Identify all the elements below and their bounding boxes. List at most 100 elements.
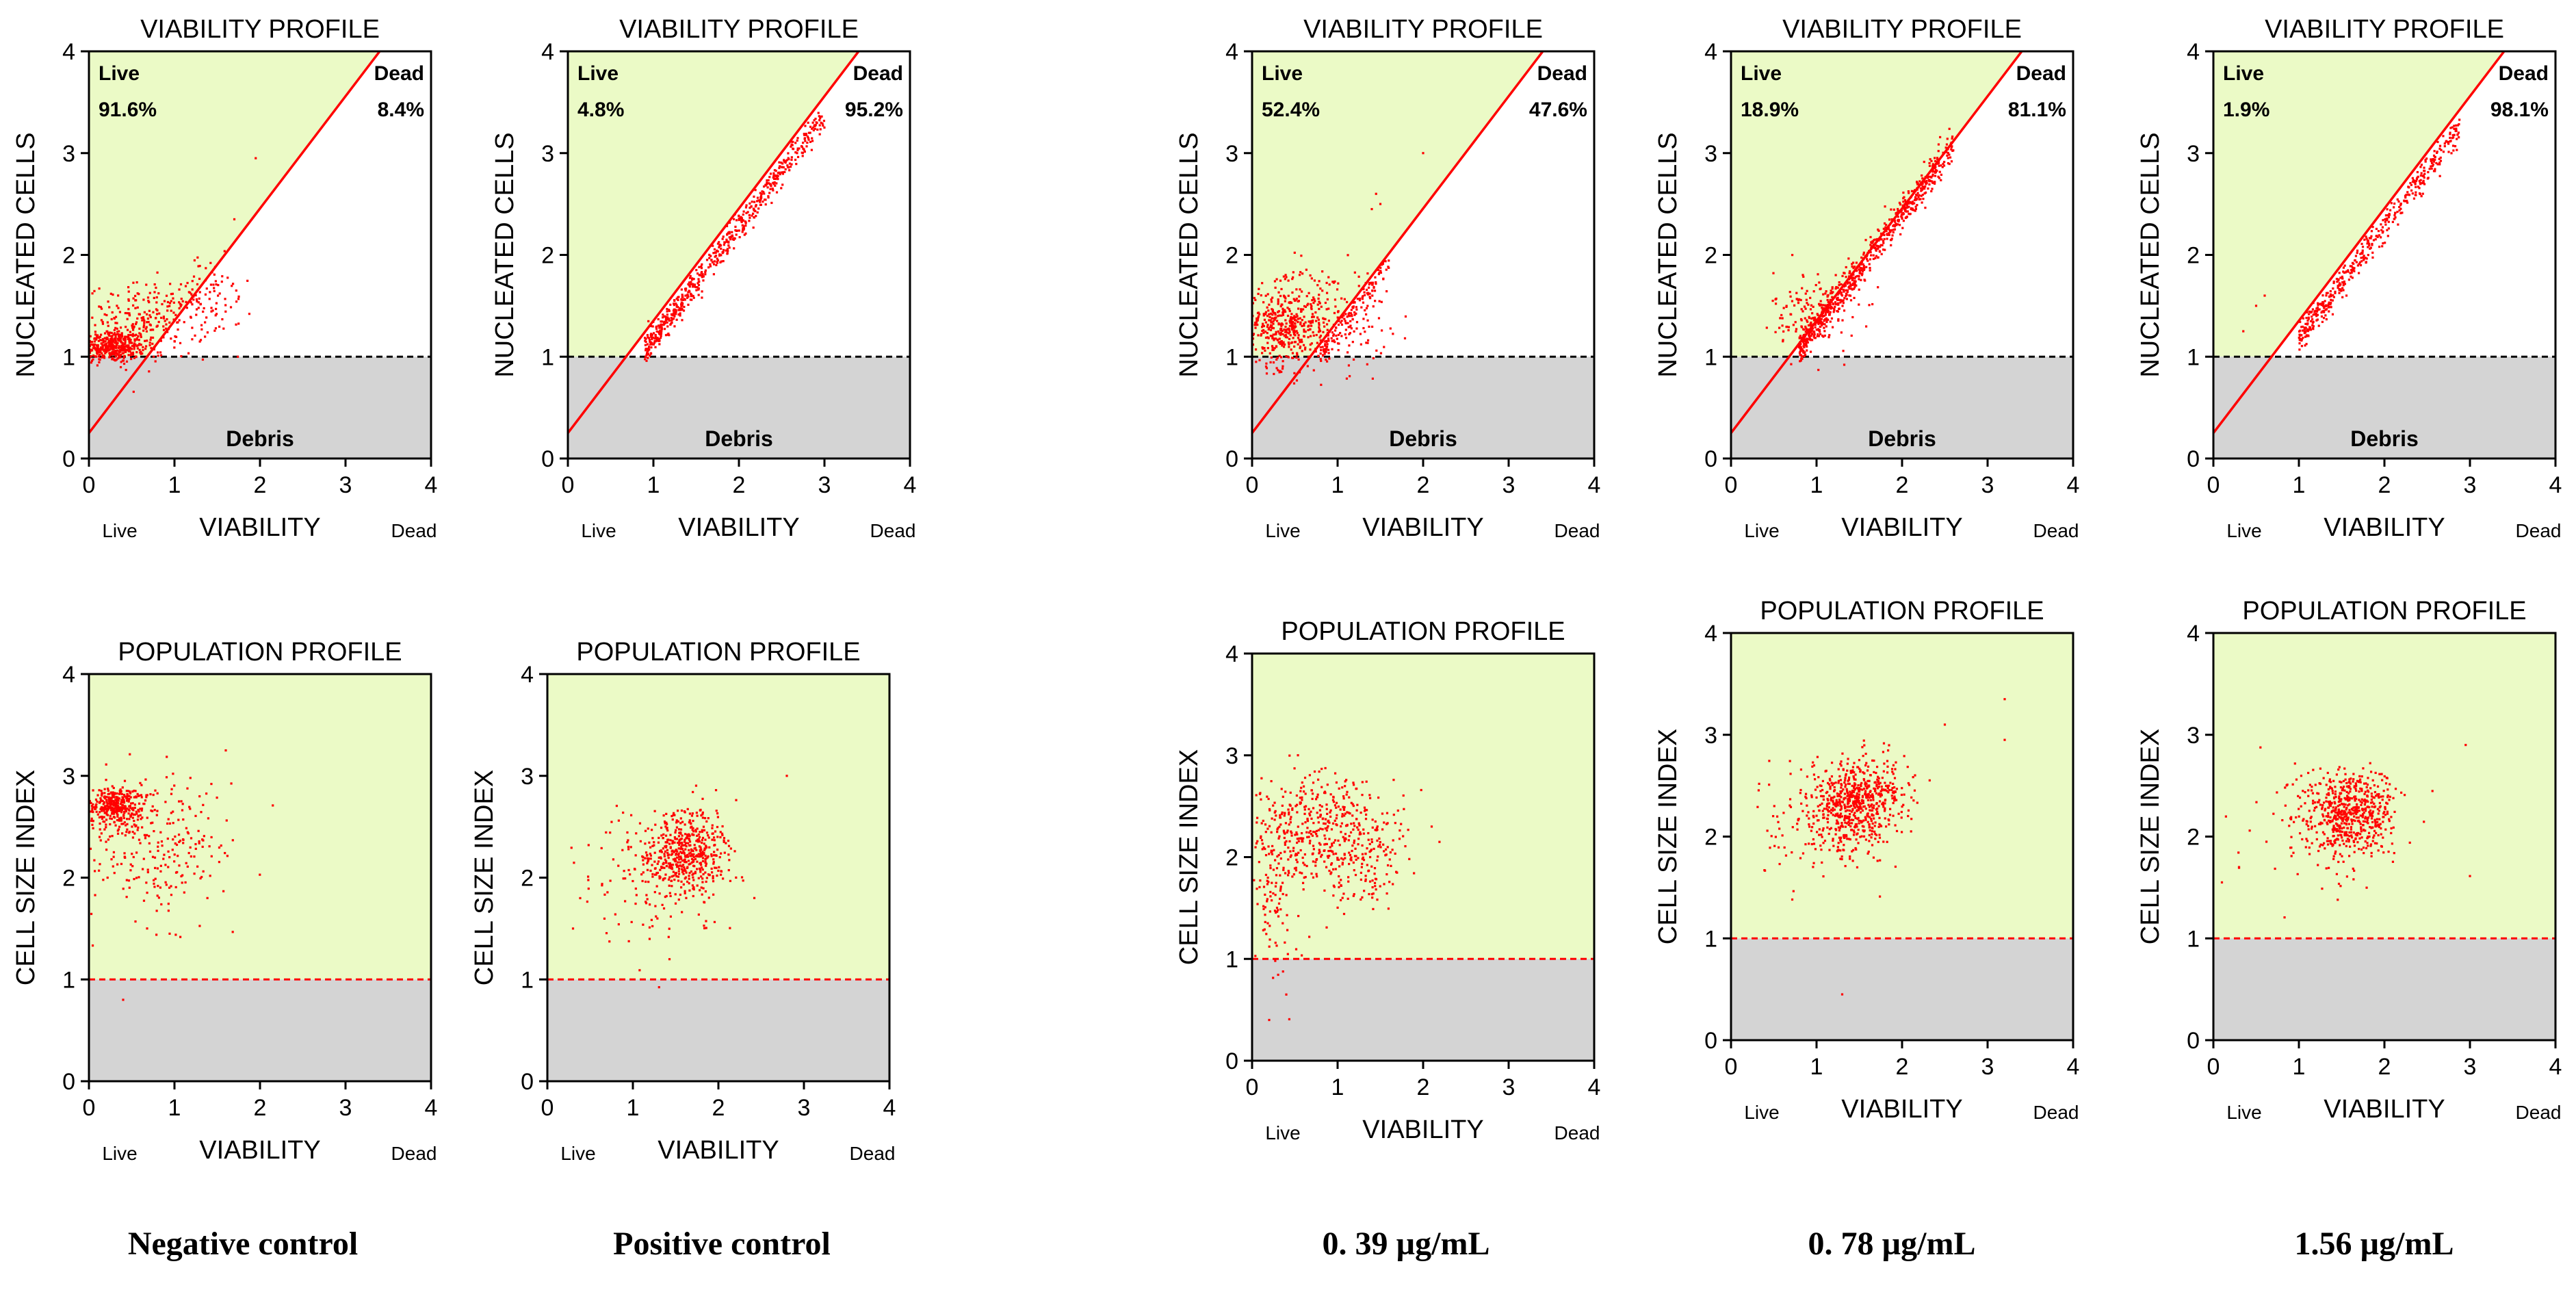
data-point <box>807 122 809 124</box>
data-point <box>190 777 192 779</box>
data-point <box>2371 252 2373 254</box>
data-point <box>721 833 723 835</box>
data-point <box>1292 321 1294 323</box>
data-point <box>122 359 125 361</box>
data-point <box>742 214 744 216</box>
data-point <box>671 853 673 855</box>
data-point <box>133 832 135 834</box>
data-point <box>91 809 93 811</box>
data-point <box>96 345 99 347</box>
data-point <box>1270 324 1272 326</box>
data-point <box>202 846 204 848</box>
data-point <box>712 858 714 860</box>
data-point <box>2324 314 2326 316</box>
data-point <box>1293 383 1295 385</box>
data-point <box>1277 369 1279 371</box>
data-point <box>1290 342 1292 344</box>
data-point <box>1291 875 1293 877</box>
data-point <box>1849 272 1851 274</box>
data-point <box>94 348 96 350</box>
y-tick-label: 2 <box>1704 243 1717 269</box>
data-point <box>203 307 205 309</box>
data-point <box>1325 341 1327 343</box>
data-point <box>712 261 714 263</box>
data-point <box>145 881 147 883</box>
data-point <box>1315 320 1317 322</box>
data-point <box>1385 268 1388 270</box>
data-point <box>118 339 120 341</box>
data-point <box>99 816 101 818</box>
data-point <box>1267 347 1269 349</box>
data-point <box>149 341 151 344</box>
data-point <box>123 852 125 854</box>
data-point <box>199 291 201 293</box>
data-point <box>1936 157 1938 159</box>
data-point <box>2311 318 2313 320</box>
data-point <box>180 355 182 357</box>
data-point <box>1947 162 1949 164</box>
data-point <box>682 864 684 866</box>
data-point <box>1296 379 1298 381</box>
data-point <box>757 207 759 209</box>
data-point <box>2336 281 2338 283</box>
data-point <box>1265 363 1267 365</box>
data-point <box>150 337 152 339</box>
data-point <box>1787 329 1789 331</box>
data-point <box>2428 168 2430 170</box>
data-point <box>627 839 629 841</box>
data-point <box>157 792 159 794</box>
data-point <box>705 821 707 823</box>
data-point <box>1277 862 1279 864</box>
data-point <box>157 354 159 357</box>
data-point <box>660 857 662 860</box>
data-point <box>128 810 130 812</box>
data-point <box>235 300 237 302</box>
data-point <box>797 156 799 158</box>
data-point <box>700 266 702 268</box>
data-point <box>1318 308 1320 310</box>
data-point <box>691 279 693 281</box>
data-point <box>116 806 118 808</box>
data-point <box>153 297 155 299</box>
data-point <box>2352 269 2354 271</box>
data-point <box>2315 313 2317 315</box>
data-point <box>1293 346 1295 348</box>
data-point <box>2317 318 2319 320</box>
data-point <box>708 874 710 876</box>
data-point <box>110 792 112 794</box>
data-point <box>1312 860 1314 862</box>
data-point <box>182 300 184 302</box>
data-point <box>642 864 645 866</box>
data-point <box>2367 254 2369 256</box>
data-point <box>645 851 647 853</box>
data-point <box>91 824 93 826</box>
data-point <box>2339 285 2341 287</box>
data-point <box>1321 289 1323 292</box>
data-point <box>142 346 144 348</box>
data-point <box>128 300 130 302</box>
data-point <box>118 820 120 822</box>
data-point <box>1800 325 1802 327</box>
data-point <box>185 827 187 829</box>
data-point <box>1273 333 1275 335</box>
data-point <box>1805 292 1807 294</box>
data-point <box>681 842 683 844</box>
data-point <box>1813 335 1815 337</box>
data-point <box>2323 317 2325 319</box>
data-point <box>729 246 731 248</box>
data-point <box>137 307 139 309</box>
data-point <box>2310 320 2312 322</box>
data-point <box>679 831 681 834</box>
data-point <box>202 359 204 361</box>
data-point <box>1327 349 1329 351</box>
data-point <box>678 873 680 875</box>
data-point <box>1902 192 1904 194</box>
data-point <box>1853 297 1855 299</box>
data-point <box>2348 279 2350 281</box>
data-point <box>1333 312 1336 314</box>
data-point <box>2367 246 2369 248</box>
data-point <box>1899 224 1901 226</box>
data-point <box>1366 320 1368 322</box>
